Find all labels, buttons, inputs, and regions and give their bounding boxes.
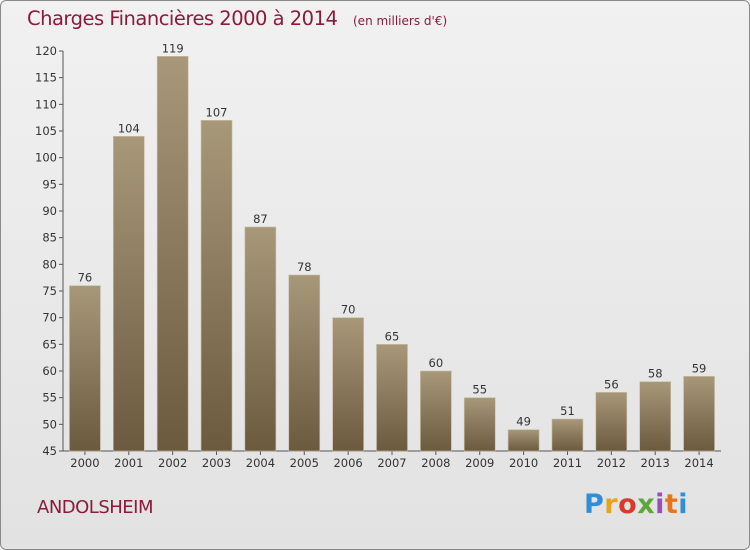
y-tick-label: 90 [42,204,57,218]
data-label: 59 [692,361,707,375]
bar [420,370,452,452]
data-label: 104 [118,121,140,135]
x-tick-label: 2008 [421,456,450,470]
y-tick-label: 105 [35,124,57,138]
data-label: 87 [253,212,268,226]
y-tick-label: 95 [42,177,57,191]
data-label: 51 [560,404,575,418]
bar [156,56,189,452]
x-tick-label: 2007 [377,456,406,470]
bar [463,397,496,452]
logo-letter: P [584,489,605,520]
labels-group: 2000 76 2001 104 2002 119 2003 107 2004 87 2005 78 2… [70,41,713,470]
data-label: 65 [385,329,400,343]
x-tick-label: 2012 [597,456,626,470]
y-tick-label: 65 [42,337,57,351]
y-tick-label: 110 [35,97,57,111]
chart-subtitle: (en milliers d'€) [353,14,448,28]
y-tick-label: 115 [35,71,57,85]
logo-letter: i [678,489,689,520]
x-tick-label: 2003 [202,456,231,470]
data-label: 58 [648,367,663,381]
y-tick-label: 60 [42,364,57,378]
commune-name: ANDOLSHEIM [37,497,154,518]
x-tick-label: 2002 [158,456,187,470]
bar [200,120,233,452]
y-tick-label: 70 [42,311,57,325]
bar [551,418,584,452]
x-tick-label: 2011 [553,456,582,470]
data-label: 70 [341,303,356,317]
bar [288,274,321,452]
proxiti-logo[interactable]: Proxiti [584,489,688,520]
y-tick-label: 50 [42,417,57,431]
bar [69,285,101,452]
bar [507,429,540,452]
data-label: 60 [429,356,444,370]
y-tick-label: 100 [35,151,57,165]
bar [376,344,408,452]
y-tick-label: 120 [35,44,57,58]
data-label: 55 [472,383,487,397]
bar [332,317,364,452]
x-tick-label: 2013 [641,456,670,470]
bar [244,226,277,452]
chart-title: Charges Financières 2000 à 2014 [27,7,338,30]
x-tick-label: 2006 [333,456,362,470]
logo-letter: t [664,489,679,520]
x-tick-label: 2010 [509,456,538,470]
x-tick-label: 2005 [290,456,319,470]
y-tick-label: 85 [42,231,57,245]
logo-letter: i [655,489,665,520]
y-tick-label: 80 [42,257,57,271]
x-tick-label: 2009 [465,456,494,470]
data-label: 76 [78,271,93,285]
bars-group [69,56,715,452]
data-label: 78 [297,260,312,274]
x-tick-label: 2004 [246,456,275,470]
axes: 45 50 55 60 65 70 75 80 85 90 95 100 105 110 115 120 [35,44,721,458]
x-tick-label: 2001 [114,456,143,470]
logo-letter: o [618,489,638,520]
y-tick-label: 75 [42,284,57,298]
bar [113,136,145,452]
logo-letter: r [604,489,619,520]
bar [639,381,672,452]
bar [595,392,628,452]
data-label: 107 [206,105,228,119]
y-tick-label: 45 [42,444,57,458]
data-label: 56 [604,377,619,391]
y-tick-label: 55 [42,391,57,405]
x-tick-label: 2000 [70,456,99,470]
data-label: 49 [516,415,531,429]
logo-letter: x [637,489,656,520]
data-label: 119 [162,41,184,55]
x-tick-label: 2014 [684,456,713,470]
bar [683,376,715,452]
